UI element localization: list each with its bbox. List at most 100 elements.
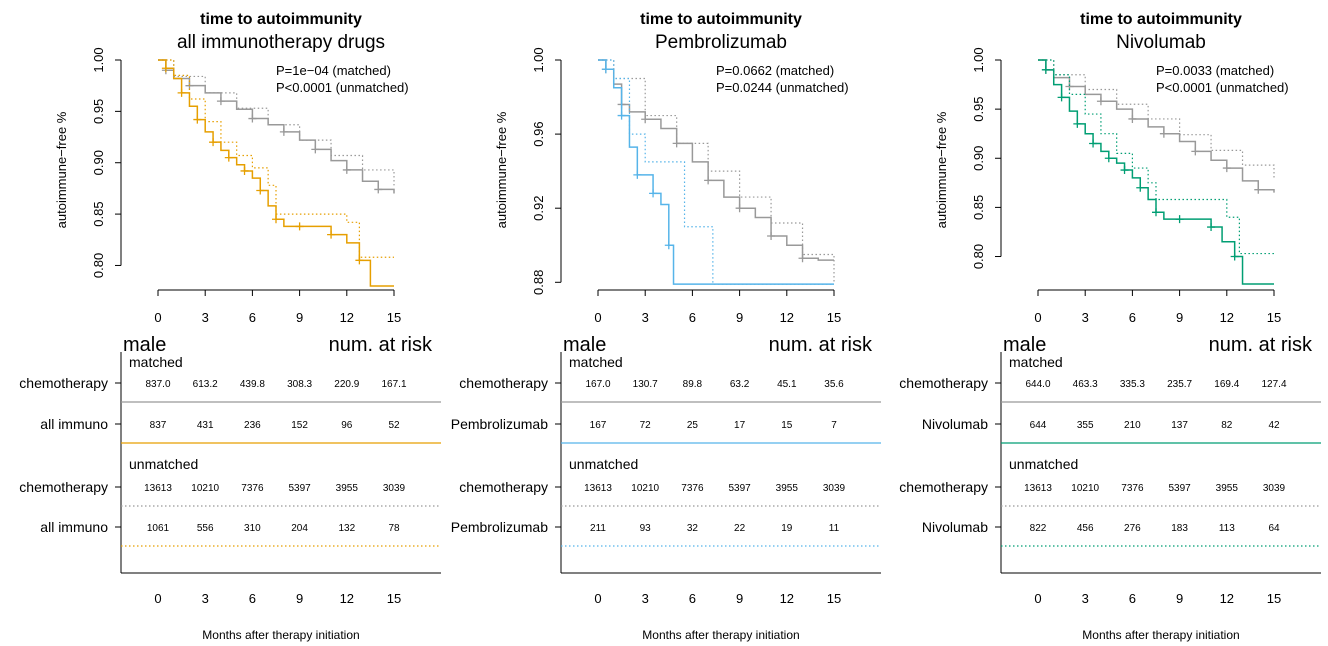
- group-label-matched: matched: [1009, 354, 1063, 370]
- risk-value: 837.0: [145, 379, 170, 390]
- row-label: chemotherapy: [899, 375, 988, 391]
- table-x-tick-label: 3: [1082, 591, 1089, 606]
- x-tick-label: 6: [249, 310, 256, 325]
- row-label: Nivolumab: [922, 416, 988, 432]
- label-num-at-risk: num. at risk: [329, 334, 433, 356]
- label-num-at-risk: num. at risk: [1209, 334, 1313, 356]
- risk-value: 127.4: [1261, 379, 1286, 390]
- risk-value: 32: [687, 523, 699, 534]
- unmatched-chemotherapy-curve: [598, 59, 835, 283]
- table-x-tick-label: 15: [1267, 591, 1281, 606]
- risk-value: 556: [197, 523, 214, 534]
- chart-subtitle: Pembrolizumab: [655, 32, 787, 53]
- row-label: Pembrolizumab: [451, 416, 548, 432]
- panel-pembrolizumab: time to autoimmunity Pembrolizumab P=0.066…: [451, 11, 881, 642]
- x-tick-label: 6: [689, 310, 696, 325]
- row-label: chemotherapy: [19, 375, 108, 391]
- risk-value: 837: [150, 420, 167, 431]
- censor-mark: [1104, 154, 1113, 163]
- risk-value: 463.3: [1073, 379, 1098, 390]
- risk-value: 210: [1124, 420, 1141, 431]
- label-male: male: [563, 334, 606, 356]
- y-axis-label: autoimmune−free %: [54, 111, 69, 228]
- censor-mark: [1191, 147, 1200, 156]
- censor-mark: [1254, 185, 1263, 194]
- row-label: chemotherapy: [459, 479, 548, 495]
- group-label-matched: matched: [129, 354, 183, 370]
- row-label: chemotherapy: [899, 479, 988, 495]
- risk-value: 72: [640, 420, 652, 431]
- censor-mark: [1159, 129, 1168, 138]
- risk-value: 7: [831, 420, 837, 431]
- row-label: Pembrolizumab: [451, 519, 548, 535]
- x-tick-label: 15: [387, 310, 401, 325]
- risk-value: 93: [640, 523, 652, 534]
- chart-title: time to autoimmunity: [200, 11, 362, 28]
- chart-title: time to autoimmunity: [640, 11, 802, 28]
- risk-value: 236: [244, 420, 261, 431]
- table-x-tick-label: 9: [736, 591, 743, 606]
- table-x-tick-label: 0: [154, 591, 161, 606]
- censor-mark: [1222, 164, 1231, 173]
- x-tick-label: 9: [1176, 310, 1183, 325]
- censor-mark: [1041, 65, 1050, 74]
- risk-value: 22: [734, 523, 746, 534]
- risk-value: 5397: [728, 483, 751, 494]
- censor-mark: [664, 241, 673, 250]
- censor-mark: [704, 176, 713, 185]
- y-tick-label: 1.00: [971, 47, 986, 72]
- censor-mark: [295, 222, 304, 231]
- y-tick-label: 0.95: [971, 96, 986, 121]
- table-x-tick-label: 6: [689, 591, 696, 606]
- censor-mark: [1096, 97, 1105, 106]
- x-tick-label: 12: [780, 310, 794, 325]
- pvalue-matched: P=0.0033 (matched): [1156, 63, 1274, 78]
- table-x-tick-label: 3: [202, 591, 209, 606]
- censor-mark: [374, 185, 383, 194]
- censor-mark: [355, 256, 364, 265]
- group-label-unmatched: unmatched: [129, 456, 198, 472]
- risk-value: 431: [197, 420, 214, 431]
- risk-value: 644.0: [1025, 379, 1050, 390]
- chart-subtitle: Nivolumab: [1116, 32, 1206, 53]
- unmatched-chemotherapy-curve: [158, 59, 395, 186]
- pvalue-unmatched: P=0.0244 (unmatched): [716, 80, 849, 95]
- censor-mark: [311, 145, 320, 154]
- risk-value: 137: [1171, 420, 1188, 431]
- y-tick-label: 0.92: [531, 196, 546, 221]
- risk-value: 3955: [1216, 483, 1239, 494]
- panel-nivolumab: time to autoimmunity Nivolumab P=0.0033 (m…: [899, 11, 1321, 642]
- risk-value: 167.1: [381, 379, 406, 390]
- censor-mark: [240, 166, 249, 175]
- risk-value: 10210: [1071, 483, 1099, 494]
- censor-mark: [177, 88, 186, 97]
- risk-value: 45.1: [777, 379, 797, 390]
- y-tick-label: 0.90: [971, 146, 986, 171]
- risk-value: 96: [341, 420, 353, 431]
- y-tick-label: 0.95: [91, 99, 106, 124]
- group-label-unmatched: unmatched: [1009, 456, 1078, 472]
- censor-mark: [193, 115, 202, 124]
- table-x-tick-label: 9: [1176, 591, 1183, 606]
- panel-all-immunotherapy: time to autoimmunity all immunotherapy dr…: [19, 11, 441, 642]
- table-x-tick-label: 12: [1220, 591, 1234, 606]
- row-label: chemotherapy: [459, 375, 548, 391]
- x-axis-label: Months after therapy initiation: [202, 628, 359, 642]
- x-tick-label: 0: [1034, 310, 1041, 325]
- censor-mark: [209, 138, 218, 147]
- risk-value: 822: [1030, 523, 1047, 534]
- group-label-matched: matched: [569, 354, 623, 370]
- censor-mark: [256, 186, 265, 195]
- chart-subtitle: all immunotherapy drugs: [177, 32, 385, 53]
- x-tick-label: 9: [736, 310, 743, 325]
- censor-mark: [1120, 166, 1129, 175]
- risk-value: 78: [388, 523, 400, 534]
- table-x-tick-label: 15: [387, 591, 401, 606]
- risk-value: 3039: [1263, 483, 1286, 494]
- risk-value: 7376: [681, 483, 704, 494]
- censor-mark: [649, 189, 658, 198]
- table-x-tick-label: 0: [594, 591, 601, 606]
- y-tick-label: 0.80: [91, 253, 106, 278]
- x-tick-label: 0: [594, 310, 601, 325]
